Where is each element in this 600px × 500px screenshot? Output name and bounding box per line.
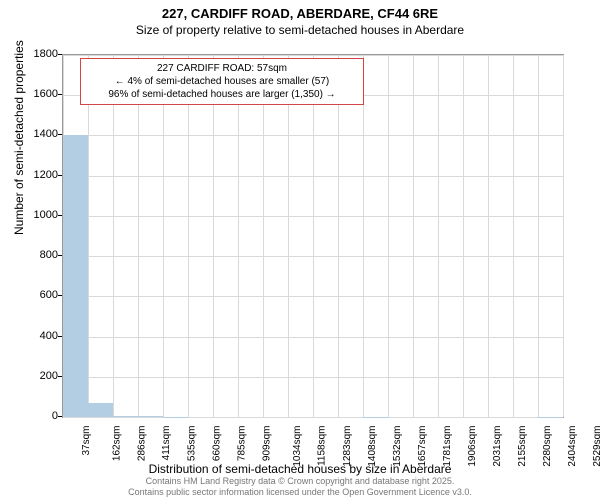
y-tick-label: 1400 — [20, 128, 58, 140]
x-tick-label: 909sqm — [262, 426, 273, 462]
grid-line — [338, 55, 339, 417]
x-tick-label: 2280sqm — [542, 426, 553, 467]
y-tick-label: 1000 — [20, 209, 58, 221]
x-tick-label: 1283sqm — [342, 426, 353, 467]
y-tick-label: 200 — [20, 370, 58, 382]
y-tick-mark — [58, 376, 62, 377]
grid-line — [463, 55, 464, 417]
grid-line — [538, 55, 539, 417]
x-tick-label: 2529sqm — [592, 426, 600, 467]
x-tick-label: 286sqm — [137, 426, 148, 462]
x-tick-label: 1657sqm — [417, 426, 428, 467]
footer-line-1: Contains HM Land Registry data © Crown c… — [0, 476, 600, 487]
annotation-line-2: ← 4% of semi-detached houses are smaller… — [87, 75, 357, 88]
y-tick-mark — [58, 336, 62, 337]
grid-line — [138, 55, 139, 417]
histogram-bar — [63, 135, 88, 417]
grid-line — [263, 55, 264, 417]
y-tick-label: 600 — [20, 289, 58, 301]
histogram-bar — [113, 416, 138, 417]
x-tick-label: 1532sqm — [392, 426, 403, 467]
x-tick-label: 1158sqm — [316, 426, 327, 466]
x-tick-label: 660sqm — [212, 426, 223, 462]
grid-line — [513, 55, 514, 417]
histogram-bar — [88, 403, 113, 417]
y-tick-mark — [58, 295, 62, 296]
y-tick-label: 800 — [20, 249, 58, 261]
y-tick-mark — [58, 54, 62, 55]
x-tick-label: 1408sqm — [367, 426, 378, 467]
grid-line — [413, 55, 414, 417]
y-tick-label: 0 — [20, 410, 58, 422]
grid-line — [163, 55, 164, 417]
x-tick-label: 2155sqm — [517, 426, 528, 467]
x-tick-label: 1781sqm — [442, 426, 453, 467]
x-tick-label: 2404sqm — [567, 426, 578, 467]
x-tick-label: 411sqm — [161, 426, 172, 461]
footer: Contains HM Land Registry data © Crown c… — [0, 476, 600, 498]
histogram-bar — [138, 416, 163, 417]
grid-line — [438, 55, 439, 417]
grid-line — [363, 55, 364, 417]
y-tick-mark — [58, 134, 62, 135]
chart-plot-area — [62, 54, 564, 418]
x-tick-label: 1906sqm — [467, 426, 478, 467]
grid-line — [288, 55, 289, 417]
grid-line — [313, 55, 314, 417]
y-tick-label: 1200 — [20, 169, 58, 181]
y-tick-mark — [58, 94, 62, 95]
x-tick-label: 162sqm — [112, 426, 123, 462]
y-tick-mark — [58, 175, 62, 176]
x-tick-label: 2031sqm — [492, 426, 503, 467]
grid-line — [488, 55, 489, 417]
annotation-line-3: 96% of semi-detached houses are larger (… — [87, 88, 357, 101]
x-tick-label: 535sqm — [187, 426, 198, 462]
y-tick-label: 1800 — [20, 48, 58, 60]
grid-line — [563, 55, 564, 417]
grid-line — [388, 55, 389, 417]
grid-line — [213, 55, 214, 417]
annotation-box: 227 CARDIFF ROAD: 57sqm ← 4% of semi-det… — [80, 58, 364, 105]
annotation-line-1: 227 CARDIFF ROAD: 57sqm — [87, 62, 357, 75]
y-tick-label: 400 — [20, 330, 58, 342]
grid-line — [188, 55, 189, 417]
y-tick-mark — [58, 215, 62, 216]
y-tick-label: 1600 — [20, 88, 58, 100]
grid-line — [88, 55, 89, 417]
x-tick-label: 37sqm — [81, 426, 92, 456]
y-tick-mark — [58, 416, 62, 417]
grid-line — [238, 55, 239, 417]
title-block: 227, CARDIFF ROAD, ABERDARE, CF44 6RE Si… — [0, 0, 600, 37]
chart-title: 227, CARDIFF ROAD, ABERDARE, CF44 6RE — [0, 6, 600, 21]
chart-subtitle: Size of property relative to semi-detach… — [0, 23, 600, 37]
grid-line — [63, 417, 563, 418]
grid-line — [113, 55, 114, 417]
footer-line-2: Contains public sector information licen… — [0, 487, 600, 498]
x-tick-label: 785sqm — [237, 426, 248, 462]
x-tick-label: 1034sqm — [292, 426, 303, 467]
y-tick-mark — [58, 255, 62, 256]
